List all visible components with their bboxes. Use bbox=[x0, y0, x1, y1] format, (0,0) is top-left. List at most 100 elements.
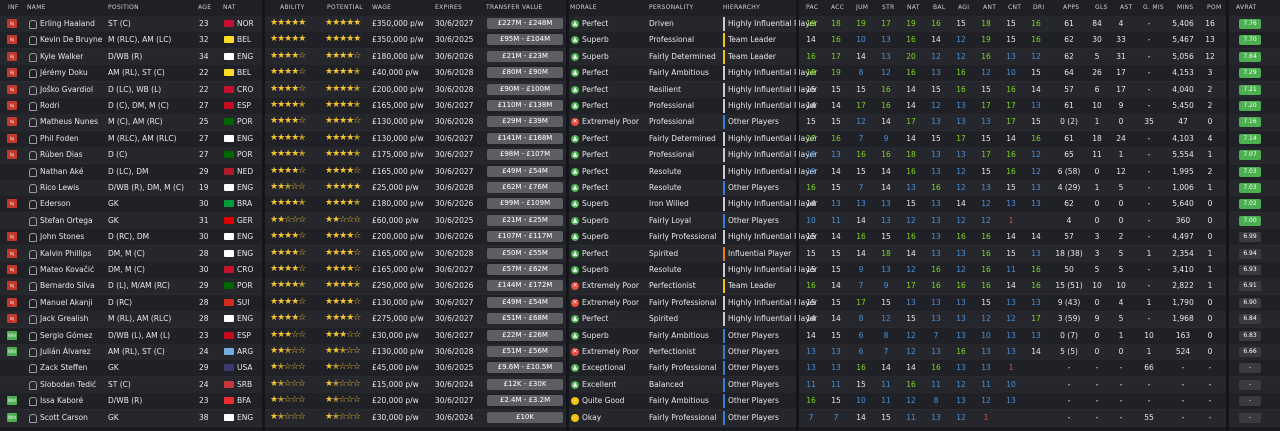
player-name[interactable]: Slobodan Tedić bbox=[40, 379, 97, 389]
col-acc[interactable]: ACC bbox=[831, 4, 845, 11]
status-badge[interactable]: Inj bbox=[7, 314, 17, 324]
table-row[interactable]: Inj Kalvin Phillips DM, M (C) 28 ENG ★★★★☆ ★★★… bbox=[0, 245, 1280, 263]
table-row[interactable]: Wnt Julián Álvarez AM (RL), ST (C) 24 ARG ★★✭… bbox=[0, 344, 1280, 361]
player-name[interactable]: Jack Grealish bbox=[40, 314, 89, 324]
status-badge[interactable]: Inj bbox=[7, 248, 17, 258]
status-badge[interactable]: Inj bbox=[7, 19, 17, 28]
player-name[interactable]: Erling Haaland bbox=[40, 19, 95, 28]
col-position[interactable]: POSITION bbox=[108, 4, 139, 11]
status-badge[interactable]: Wnt bbox=[7, 347, 17, 356]
table-row[interactable]: Inj Bernardo Silva D (L), M/AM (RC) 29 POR ★★… bbox=[0, 278, 1280, 296]
transfer-value[interactable]: £227M - £248M bbox=[487, 18, 563, 29]
player-name[interactable]: Kyle Walker bbox=[40, 51, 84, 61]
col-transfer-value[interactable]: TRANSFER VALUE bbox=[486, 4, 543, 11]
table-row[interactable]: Wnt Issa Kaboré D/WB (R) 23 BFA ★✭☆☆☆ ★✭☆☆☆ £20… bbox=[0, 393, 1280, 411]
player-name[interactable]: Nathan Aké bbox=[40, 166, 84, 176]
col-inf[interactable]: INF bbox=[8, 4, 19, 11]
col-hierarchy[interactable]: HIERARCHY bbox=[723, 4, 761, 11]
player-name[interactable]: Joško Gvardiol bbox=[40, 84, 94, 94]
col-mins[interactable]: MINS bbox=[1177, 4, 1194, 11]
player-name[interactable]: Phil Foden bbox=[40, 133, 79, 143]
transfer-value[interactable]: £21M - £23M bbox=[487, 50, 563, 62]
col-ast[interactable]: AST bbox=[1120, 4, 1133, 11]
col-personality[interactable]: PERSONALITY bbox=[649, 4, 694, 11]
status-badge[interactable]: Inj bbox=[7, 117, 17, 127]
col-jum[interactable]: JUM bbox=[856, 4, 869, 11]
player-name[interactable]: Issa Kaboré bbox=[40, 396, 84, 406]
table-row[interactable]: Stefan Ortega GK 31 GER ★★☆☆☆ ★★☆☆☆ £60,000 p/… bbox=[0, 212, 1280, 230]
transfer-value[interactable]: £62M - £76M bbox=[487, 182, 563, 193]
table-row[interactable]: Inj Mateo Kovačić DM, M (C) 30 CRO ★★★★☆ ★★★★☆… bbox=[0, 262, 1280, 279]
transfer-value[interactable]: £29M - £39M bbox=[487, 116, 563, 128]
status-badge[interactable]: Inj bbox=[7, 35, 17, 45]
col-gmis[interactable]: G. MIS bbox=[1143, 4, 1165, 11]
status-badge[interactable]: Inj bbox=[7, 133, 17, 143]
table-row[interactable]: Zack Steffen GK 29 USA ★✭☆☆☆ ★✭☆☆☆ £45,000 p/w… bbox=[0, 360, 1280, 378]
col-agi[interactable]: AGI bbox=[958, 4, 970, 11]
status-badge[interactable]: Inj bbox=[7, 297, 17, 307]
status-badge[interactable]: Inj bbox=[7, 84, 17, 94]
transfer-value[interactable]: £21M - £25M bbox=[487, 214, 563, 226]
col-gls[interactable]: GLS bbox=[1095, 4, 1108, 11]
transfer-value[interactable]: £107M - £117M bbox=[487, 231, 563, 243]
status-badge[interactable]: Inj bbox=[7, 265, 17, 274]
player-name[interactable]: Scott Carson bbox=[40, 412, 88, 422]
transfer-value[interactable]: £10K bbox=[487, 411, 563, 423]
table-row[interactable]: Inj Jack Grealish M (RL), AM (RLC) 28 ENG ★★★… bbox=[0, 311, 1280, 329]
table-row[interactable]: Inj Manuel Akanji D (RC) 28 SUI ★★★★☆ ★★★★☆ £13… bbox=[0, 294, 1280, 312]
player-name[interactable]: John Stones bbox=[40, 232, 85, 242]
status-badge[interactable]: Inj bbox=[7, 232, 17, 242]
col-name[interactable]: NAME bbox=[27, 4, 46, 11]
transfer-value[interactable]: £95M - £104M bbox=[487, 34, 563, 46]
player-name[interactable]: Matheus Nunes bbox=[40, 117, 99, 127]
status-badge[interactable]: Inj bbox=[7, 68, 17, 78]
col-wage[interactable]: WAGE bbox=[372, 4, 392, 11]
status-badge[interactable]: Inj bbox=[7, 199, 17, 209]
player-name[interactable]: Ederson bbox=[40, 199, 71, 209]
table-row[interactable]: Wnt Scott Carson GK 38 ENG ★✭☆☆☆ ★✭☆☆☆ £30,000 … bbox=[0, 409, 1280, 427]
transfer-value[interactable]: £49M - £54M bbox=[487, 165, 563, 177]
col-nat[interactable]: NAT bbox=[223, 4, 236, 11]
status-badge[interactable]: Wnt bbox=[7, 412, 17, 422]
col-age[interactable]: AGE bbox=[198, 4, 212, 11]
col-ability[interactable]: ABILITY bbox=[280, 4, 305, 11]
col-str[interactable]: STR bbox=[882, 4, 895, 11]
col-bal[interactable]: BAL bbox=[933, 4, 946, 11]
transfer-value[interactable]: £90M - £100M bbox=[487, 83, 563, 95]
player-name[interactable]: Kalvin Phillips bbox=[40, 248, 92, 258]
table-row[interactable]: Inj Kevin De Bruyne M (RLC), AM (LC) 32 BEL ★… bbox=[0, 32, 1280, 50]
col-pom[interactable]: POM bbox=[1207, 4, 1222, 11]
player-name[interactable]: Rico Lewis bbox=[40, 183, 80, 192]
player-name[interactable]: Julián Álvarez bbox=[40, 347, 91, 356]
status-badge[interactable]: Inj bbox=[7, 101, 17, 110]
col-morale[interactable]: MORALE bbox=[570, 4, 597, 11]
player-name[interactable]: Rúben Dias bbox=[40, 150, 83, 160]
transfer-value[interactable]: £2.4M - £3.2M bbox=[487, 395, 563, 407]
transfer-value[interactable]: £80M - £90M bbox=[487, 67, 563, 79]
status-badge[interactable]: Wnt bbox=[7, 330, 17, 340]
transfer-value[interactable]: £98M - £107M bbox=[487, 149, 563, 161]
transfer-value[interactable]: £51M - £56M bbox=[487, 346, 563, 357]
table-row[interactable]: Inj Kyle Walker D/WB (R) 34 ENG ★★★★☆ ★★★★☆ £18… bbox=[0, 48, 1280, 66]
player-name[interactable]: Kevin De Bruyne bbox=[40, 35, 103, 45]
table-row[interactable]: Inj Ederson GK 30 BRA ★★★★✭ ★★★★✭ £180,000 p/w 3… bbox=[0, 196, 1280, 214]
status-badge[interactable]: Wnt bbox=[7, 396, 17, 406]
col-potential[interactable]: POTENTIAL bbox=[327, 4, 363, 11]
table-row[interactable]: Inj Phil Foden M (RLC), AM (RLC) 27 ENG ★★★★✭… bbox=[0, 130, 1280, 148]
table-row[interactable]: Slobodan Tedić ST (C) 24 SRB ★✭☆☆☆ ★✭☆☆☆ £15,0… bbox=[0, 376, 1280, 394]
transfer-value[interactable]: £141M - £168M bbox=[487, 132, 563, 144]
table-row[interactable]: Inj Jérémy Doku AM (RL), ST (C) 22 BEL ★★★★☆ ★… bbox=[0, 65, 1280, 83]
table-row[interactable]: Inj Joško Gvardiol D (LC), WB (L) 22 CRO ★★★★… bbox=[0, 81, 1280, 99]
player-name[interactable]: Sergio Gómez bbox=[40, 330, 93, 340]
player-name[interactable]: Manuel Akanji bbox=[40, 297, 93, 307]
player-name[interactable]: Rodri bbox=[40, 101, 60, 110]
transfer-value[interactable]: £12K - £30K bbox=[487, 378, 563, 390]
player-name[interactable]: Bernardo Silva bbox=[40, 281, 95, 291]
col-avrat[interactable]: AVRAT bbox=[1236, 4, 1257, 11]
transfer-value[interactable]: £110M - £138M bbox=[487, 100, 563, 111]
status-badge[interactable]: Inj bbox=[7, 51, 17, 61]
transfer-value[interactable]: £144M - £172M bbox=[487, 280, 563, 292]
table-row[interactable]: Inj Matheus Nunes M (C), AM (RC) 25 POR ★★★★☆… bbox=[0, 114, 1280, 132]
transfer-value[interactable]: £22M - £26M bbox=[487, 329, 563, 341]
transfer-value[interactable]: £51M - £68M bbox=[487, 313, 563, 325]
